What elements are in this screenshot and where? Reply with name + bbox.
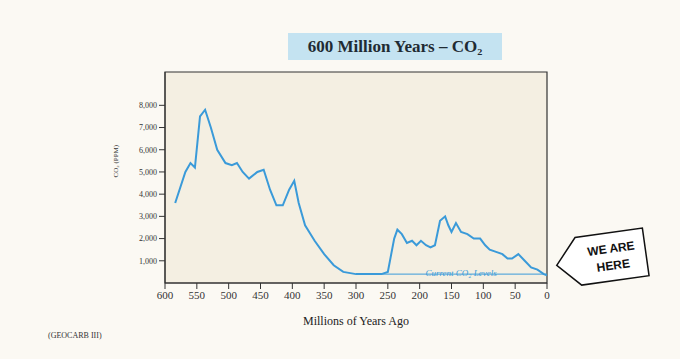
svg-text:8,000: 8,000 — [139, 101, 157, 110]
svg-text:4,000: 4,000 — [139, 190, 157, 199]
svg-text:200: 200 — [411, 289, 428, 301]
svg-text:WE ARE: WE ARE — [586, 238, 636, 259]
svg-text:HERE: HERE — [596, 256, 631, 275]
svg-text:450: 450 — [252, 289, 269, 301]
svg-text:550: 550 — [189, 289, 206, 301]
svg-text:2,000: 2,000 — [139, 234, 157, 243]
svg-text:6,000: 6,000 — [139, 146, 157, 155]
svg-text:3,000: 3,000 — [139, 212, 157, 221]
html-text:Millions of Years Ago: Millions of Years Ago — [303, 314, 409, 328]
svg-text:0: 0 — [544, 289, 550, 301]
svg-text:300: 300 — [348, 289, 365, 301]
svg-text:5,000: 5,000 — [139, 168, 157, 177]
html-text:600 Million Years – CO₂: 600 Million Years – CO₂ — [307, 36, 483, 56]
svg-text:250: 250 — [380, 289, 397, 301]
svg-text:400: 400 — [284, 289, 301, 301]
svg-text:7,000: 7,000 — [139, 123, 157, 132]
svg-text:1,000: 1,000 — [139, 257, 157, 266]
svg-text:150: 150 — [443, 289, 460, 301]
svg-text:500: 500 — [220, 289, 237, 301]
svg-text:50: 50 — [510, 289, 522, 301]
html-text:(GEOCARB III): (GEOCARB III) — [48, 331, 102, 340]
svg-text:600: 600 — [157, 289, 174, 301]
svg-text:CO₂ (PPM): CO₂ (PPM) — [112, 144, 120, 177]
svg-text:100: 100 — [475, 289, 492, 301]
svg-text:Current CO₂ Levels: Current CO₂ Levels — [425, 268, 497, 278]
svg-text:350: 350 — [316, 289, 333, 301]
